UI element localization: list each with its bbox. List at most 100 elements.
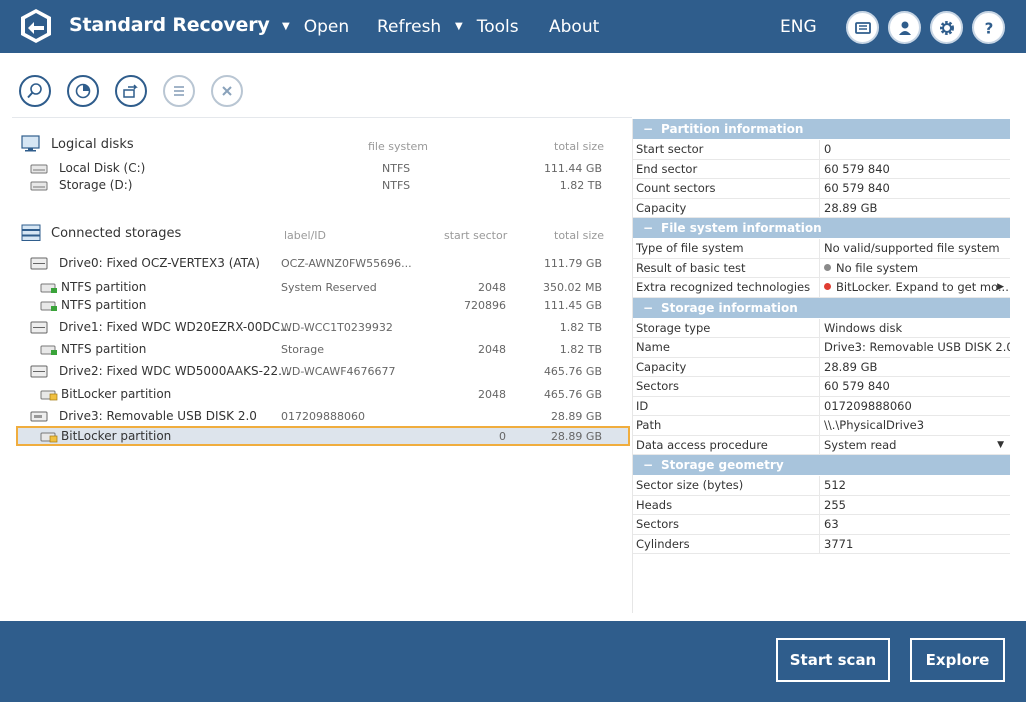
property-key: Sector size (bytes) <box>633 476 820 495</box>
property-row: Sectors 63 <box>633 515 1010 535</box>
app-title: Standard Recovery <box>69 14 270 36</box>
property-value: 60 579 840 <box>824 161 890 176</box>
property-key: Sectors <box>633 515 820 534</box>
partition-row[interactable]: NTFS partition Storage 2048 1.82 TB <box>16 339 630 359</box>
language-selector[interactable]: ENG <box>780 17 817 37</box>
status-dot-icon <box>824 263 831 271</box>
storage-drive-row[interactable]: Drive3: Removable USB DISK 2.0 0172098880… <box>16 406 630 426</box>
ntfs-partition-icon <box>40 301 57 311</box>
column-header: file system <box>368 140 429 153</box>
scan-icon <box>27 83 42 99</box>
dropdown-arrow-icon[interactable]: ▼ <box>997 439 1004 450</box>
property-row: Sector size (bytes) 512 <box>633 476 1010 496</box>
dropdown-arrow-icon: ▼ <box>282 21 290 32</box>
log-button[interactable] <box>846 11 879 44</box>
account-button[interactable] <box>888 11 921 44</box>
property-row: Count sectors 60 579 840 <box>633 179 1010 199</box>
analyze-icon <box>75 83 91 99</box>
property-row: Start sector 0 <box>633 140 1010 160</box>
logical-disk-row[interactable]: Storage (D:) NTFS 1.82 TB <box>16 175 630 195</box>
scan-tool-button[interactable] <box>19 75 51 107</box>
app-logo-icon <box>21 9 51 43</box>
monitor-icon <box>21 135 40 152</box>
property-section-header[interactable]: − File system information <box>633 218 1010 239</box>
partition-row[interactable]: NTFS partition System Reserved 2048 350.02 … <box>16 277 630 297</box>
column-header: start sector <box>444 229 508 242</box>
property-key: Capacity <box>633 198 820 217</box>
property-value: \\.\PhysicalDrive3 <box>824 418 925 432</box>
transfer-icon <box>123 84 138 98</box>
storage-drive-row[interactable]: Drive2: Fixed WDC WD5000AAKS-22... WD-WCA… <box>16 361 630 381</box>
storage-drive-row[interactable]: Drive1: Fixed WDC WD20EZRX-00DC... WD-WCC… <box>16 317 630 337</box>
hard-drive-icon <box>30 321 48 334</box>
collapse-icon: − <box>643 300 654 315</box>
collapse-icon: − <box>643 221 654 235</box>
property-row[interactable]: Extra recognized technologies BitLocker. … <box>633 278 1010 298</box>
analyze-tool-button[interactable] <box>67 75 99 107</box>
section-title: Logical disks <box>51 137 134 152</box>
storage-drive-row[interactable]: Drive0: Fixed OCZ-VERTEX3 (ATA) OCZ-AWNZ0… <box>16 253 630 273</box>
partition-row[interactable]: NTFS partition 720896 111.45 GB <box>16 295 630 315</box>
property-key: Capacity <box>633 357 820 376</box>
status-dot-icon <box>824 283 831 290</box>
collapse-icon: − <box>643 122 654 136</box>
bitlocker-partition-icon <box>40 390 58 401</box>
bitlocker-partition-icon <box>40 432 58 443</box>
usb-drive-icon <box>30 411 48 422</box>
property-row: Sectors 60 579 840 <box>633 377 1010 397</box>
server-icon <box>21 224 41 241</box>
close-tool-button[interactable] <box>211 75 243 107</box>
close-icon <box>222 86 232 96</box>
start-scan-button[interactable]: Start scan <box>776 638 890 682</box>
property-key: Sectors <box>633 377 820 396</box>
property-row[interactable]: Data access procedure System read ▼ <box>633 435 1010 455</box>
property-row: Name Drive3: Removable USB DISK 2.0 <box>633 338 1010 358</box>
ntfs-partition-icon <box>40 345 57 355</box>
property-value: No file system <box>820 259 1010 278</box>
account-icon <box>898 21 911 35</box>
log-icon <box>854 21 871 34</box>
storage-tree-panel: Logical disks file system total size Loc… <box>16 128 630 613</box>
property-row: End sector 60 579 840 <box>633 159 1010 179</box>
menu-open[interactable]: ▼ Open <box>282 17 350 37</box>
property-value: 60 579 840 <box>824 379 890 393</box>
property-value: 0 <box>824 142 832 156</box>
property-value: Windows disk <box>824 320 903 335</box>
collapse-icon: − <box>643 458 654 472</box>
property-key: Heads <box>633 495 820 514</box>
column-header: label/ID <box>284 229 327 242</box>
disk-icon <box>30 181 48 191</box>
property-key: Count sectors <box>633 179 820 198</box>
list-icon <box>174 86 184 96</box>
menu-refresh[interactable]: Refresh <box>377 17 442 37</box>
properties-table: − Partition information Start sector 0 End s… <box>633 119 1010 554</box>
settings-gear-icon <box>939 20 954 35</box>
property-section-header[interactable]: − Storage geometry <box>633 455 1010 476</box>
property-value: System read ▼ <box>820 436 1010 455</box>
connected-storages-header: Connected storages label/ID start sector… <box>16 221 616 243</box>
settings-button[interactable] <box>930 11 963 44</box>
menu-about[interactable]: About <box>549 17 600 37</box>
property-value: Drive3: Removable USB DISK 2.0 <box>824 340 1010 354</box>
explore-button[interactable]: Explore <box>910 638 1005 682</box>
disk-icon <box>30 164 48 174</box>
partition-row[interactable]: BitLocker partition 2048 465.76 GB <box>16 384 630 404</box>
property-row: Storage type Windows disk <box>633 318 1010 338</box>
help-button[interactable]: ? <box>972 11 1005 44</box>
property-key: End sector <box>633 159 820 178</box>
property-row: Capacity 28.89 GB <box>633 357 1010 377</box>
expand-arrow-icon[interactable]: ▶ <box>997 282 1004 292</box>
property-section-header[interactable]: − Partition information <box>633 119 1010 140</box>
logical-disk-row[interactable]: Local Disk (C:) NTFS 111.44 GB <box>16 158 630 178</box>
property-key: Path <box>633 416 820 435</box>
menu-tools[interactable]: ▼ Tools <box>455 17 519 37</box>
transfer-tool-button[interactable] <box>115 75 147 107</box>
list-tool-button[interactable] <box>163 75 195 107</box>
property-row: Type of file system No valid/supported fi… <box>633 239 1010 259</box>
property-section-header[interactable]: − Storage information <box>633 297 1010 319</box>
partition-row[interactable]: BitLocker partition 0 28.89 GB <box>16 426 630 446</box>
property-row: Cylinders 3771 <box>633 534 1010 554</box>
property-key: Result of basic test <box>633 258 820 277</box>
footer-bar: Start scan Explore <box>0 621 1026 702</box>
property-value: 3771 <box>824 536 854 551</box>
